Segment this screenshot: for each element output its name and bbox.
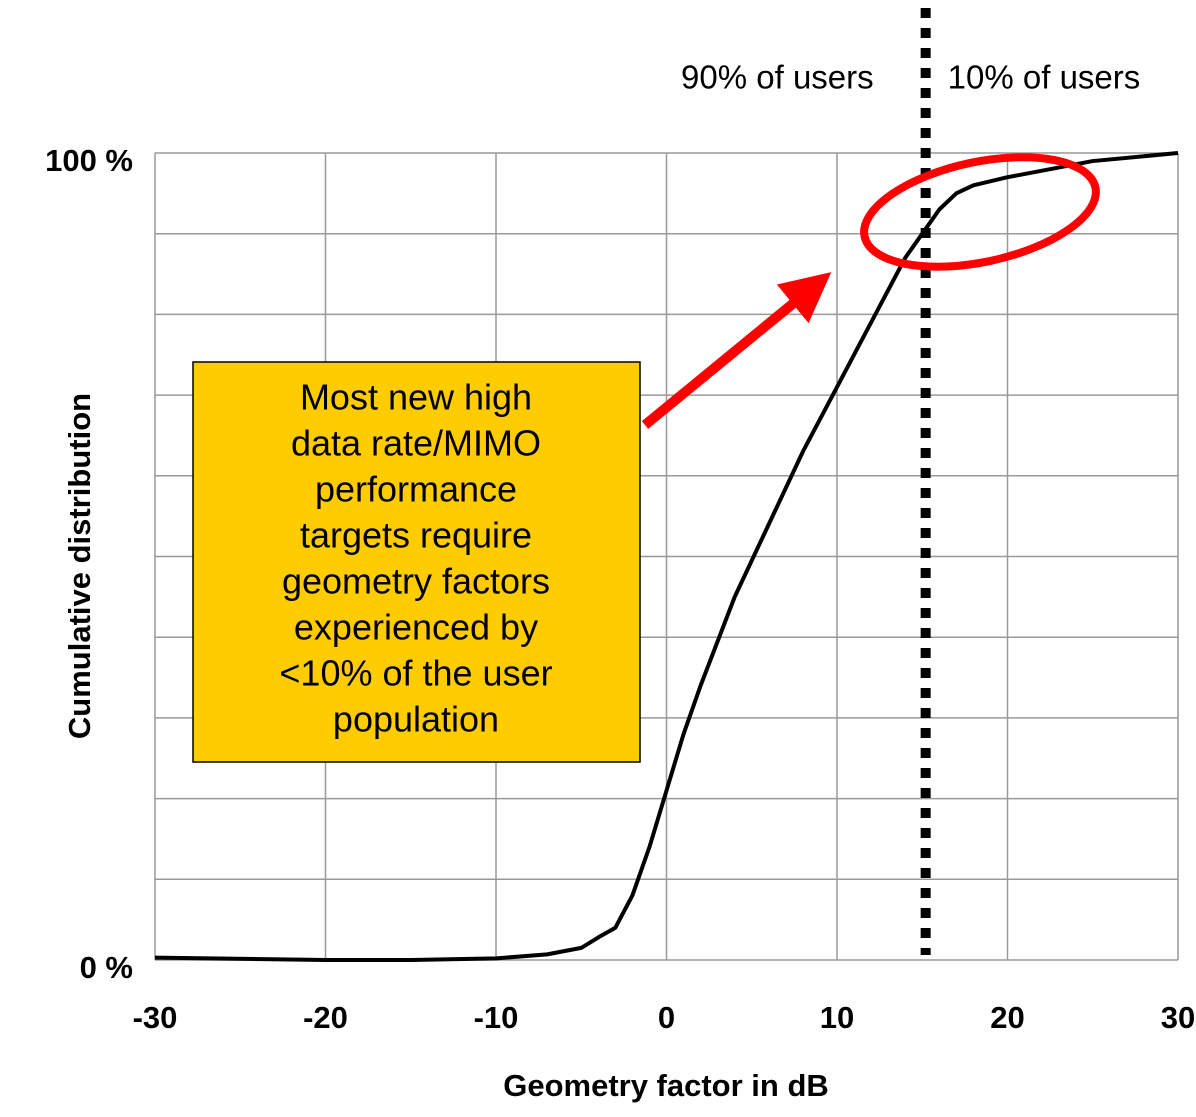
line	[154, 151, 1179, 962]
callout-box	[192, 361, 641, 763]
arrow	[641, 272, 832, 429]
callout-text: experienced by	[294, 607, 538, 648]
callout-text: targets require	[300, 515, 532, 556]
x-tick-label: 10	[820, 1000, 854, 1035]
callout-text: data rate/MIMO	[291, 423, 541, 464]
threshold-label: 10% of users	[948, 59, 1141, 96]
callout-text: Most new high	[300, 377, 532, 418]
x-tick-label: -10	[474, 1000, 519, 1035]
x-tick-label: -20	[303, 1000, 348, 1035]
callout-text: performance	[315, 469, 517, 510]
y-tick-label: 100 %	[45, 143, 133, 178]
threshold-label: 90% of users	[681, 59, 874, 96]
callout-text: geometry factors	[282, 561, 550, 602]
x-tick-label: -30	[133, 1000, 178, 1035]
x-tick-label: 20	[990, 1000, 1024, 1035]
callout-text: population	[333, 699, 499, 740]
x-axis-title: Geometry factor in dB	[503, 1068, 829, 1103]
callout-text: <10% of the user	[279, 653, 552, 694]
highlight-ellipse	[860, 153, 1100, 271]
x-tick-label: 30	[1161, 1000, 1195, 1035]
y-axis-title: Cumulative distribution	[62, 393, 97, 739]
x-tick-label: 0	[658, 1000, 675, 1035]
y-tick-label: 0 %	[80, 950, 133, 985]
